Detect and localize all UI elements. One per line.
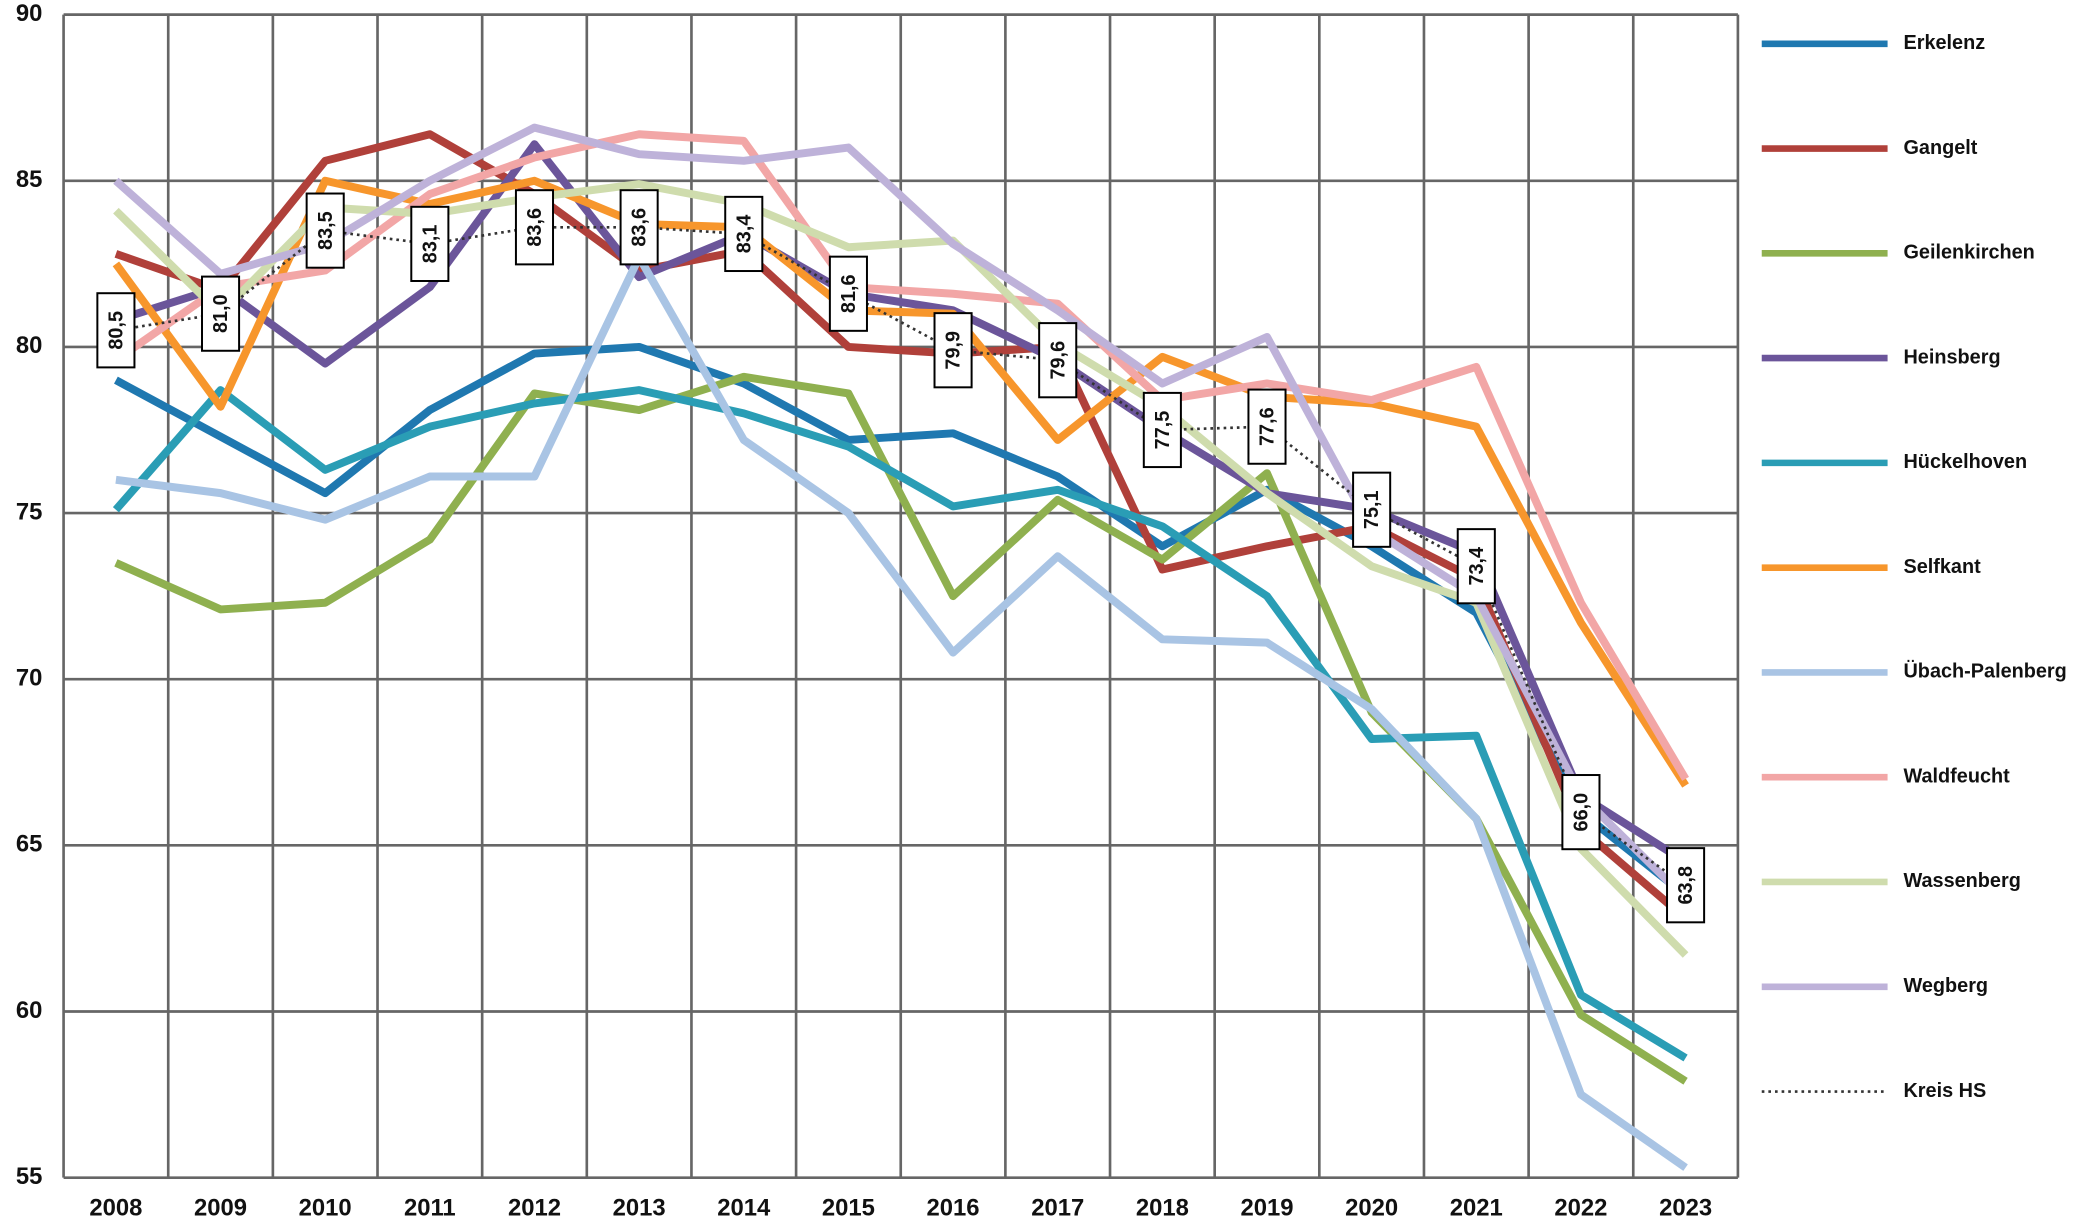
series-line xyxy=(115,225,1687,887)
value-label-text: 83,4 xyxy=(733,215,755,254)
value-label-box xyxy=(1247,388,1287,465)
value-label-text: 81,6 xyxy=(838,274,860,313)
value-label-text: 77,5 xyxy=(1152,411,1174,450)
legend-label: Heinsberg xyxy=(1903,346,2000,368)
x-tick-label: 2017 xyxy=(1031,1195,1084,1222)
value-label: 81,6 xyxy=(828,255,868,332)
value-label-text: 63,8 xyxy=(1675,866,1697,905)
value-label: 83,5 xyxy=(305,192,345,269)
value-label: 80,5 xyxy=(96,292,136,369)
value-label-text: 79,9 xyxy=(943,331,965,370)
value-label-box xyxy=(619,189,659,266)
x-tick-label: 2008 xyxy=(89,1195,142,1222)
y-tick-label: 65 xyxy=(16,831,43,858)
y-tick-label: 85 xyxy=(16,166,43,193)
y-tick-label: 90 xyxy=(16,0,43,27)
series-line xyxy=(112,386,1688,1062)
legend-label: Waldfeucht xyxy=(1903,765,2010,787)
value-label-text: 83,6 xyxy=(629,208,651,247)
value-label-box xyxy=(1142,391,1182,469)
value-label-box xyxy=(1456,528,1496,605)
value-label: 77,5 xyxy=(1142,391,1182,469)
legend-label: Übach-Palenberg xyxy=(1903,660,2066,683)
series-line xyxy=(113,130,1689,781)
value-label: 83,1 xyxy=(410,205,450,282)
value-label: 81,0 xyxy=(201,275,241,352)
value-label-box xyxy=(514,189,555,266)
value-label: 79,6 xyxy=(1038,322,1078,399)
value-label-box xyxy=(828,255,868,332)
legend-label: Geilenkirchen xyxy=(1903,242,2034,264)
x-tick-label: 2016 xyxy=(927,1195,980,1222)
series-line xyxy=(112,176,1689,788)
x-tick-label: 2023 xyxy=(1659,1195,1712,1222)
value-label-text: 66,0 xyxy=(1571,793,1593,832)
y-tick-label: 80 xyxy=(16,332,43,359)
value-label-box xyxy=(96,292,136,369)
value-label: 73,4 xyxy=(1456,528,1496,605)
y-tick-label: 55 xyxy=(16,1163,43,1190)
value-label-text: 75,1 xyxy=(1361,490,1383,529)
value-label-text: 83,5 xyxy=(315,211,337,250)
value-label: 83,6 xyxy=(619,189,659,266)
value-label: 83,4 xyxy=(724,195,764,273)
legend-label: Wassenberg xyxy=(1903,870,2020,892)
x-tick-label: 2019 xyxy=(1240,1195,1293,1222)
series-line xyxy=(114,130,1689,922)
value-label-box xyxy=(305,192,345,269)
value-label-text: 83,6 xyxy=(524,208,546,247)
x-tick-label: 2020 xyxy=(1345,1195,1398,1222)
value-label: 83,6 xyxy=(514,189,555,266)
legend-label: Hückelhoven xyxy=(1903,451,2027,473)
x-tick-label: 2018 xyxy=(1136,1195,1189,1222)
y-tick-label: 70 xyxy=(16,665,43,692)
value-label-text: 80,5 xyxy=(105,311,127,350)
value-label-text: 83,1 xyxy=(419,225,441,264)
value-label-box xyxy=(201,275,241,352)
value-label-box xyxy=(1038,322,1078,399)
value-label-text: 81,0 xyxy=(210,294,232,333)
value-label-text: 77,6 xyxy=(1257,407,1279,446)
legend-label: Selfkant xyxy=(1903,556,1981,578)
value-label-box xyxy=(933,312,973,389)
y-tick-label: 60 xyxy=(16,997,43,1024)
value-label: 63,8 xyxy=(1666,847,1706,924)
series-line xyxy=(115,253,1688,1171)
x-tick-label: 2021 xyxy=(1450,1195,1503,1222)
legend-label: Gangelt xyxy=(1903,137,1977,159)
legend-label: Erkelenz xyxy=(1903,32,1985,54)
x-tick-label: 2014 xyxy=(717,1195,771,1222)
y-tick-label: 75 xyxy=(16,498,43,525)
value-label-box xyxy=(724,195,764,273)
value-label: 79,9 xyxy=(933,312,973,389)
value-label-box xyxy=(1666,847,1706,924)
x-tick-label: 2011 xyxy=(404,1195,456,1222)
x-tick-label: 2015 xyxy=(822,1195,875,1222)
legend-label: Wegberg xyxy=(1903,975,1988,997)
value-label: 75,1 xyxy=(1352,471,1392,548)
series-line xyxy=(114,140,1688,866)
x-tick-label: 2022 xyxy=(1554,1195,1607,1222)
x-tick-label: 2010 xyxy=(299,1195,352,1222)
value-label: 77,6 xyxy=(1247,388,1287,465)
x-tick-label: 2012 xyxy=(508,1195,561,1222)
series-line xyxy=(113,123,1689,902)
value-label-text: 73,4 xyxy=(1466,547,1488,586)
value-label-box xyxy=(1352,471,1392,548)
legend-label: Kreis HS xyxy=(1903,1080,1986,1102)
x-tick-label: 2009 xyxy=(194,1195,247,1222)
x-tick-label: 2013 xyxy=(613,1195,666,1222)
value-label-box xyxy=(1561,774,1601,851)
value-label-box xyxy=(410,205,450,282)
value-label: 66,0 xyxy=(1561,774,1601,851)
value-label-text: 79,6 xyxy=(1047,341,1069,380)
